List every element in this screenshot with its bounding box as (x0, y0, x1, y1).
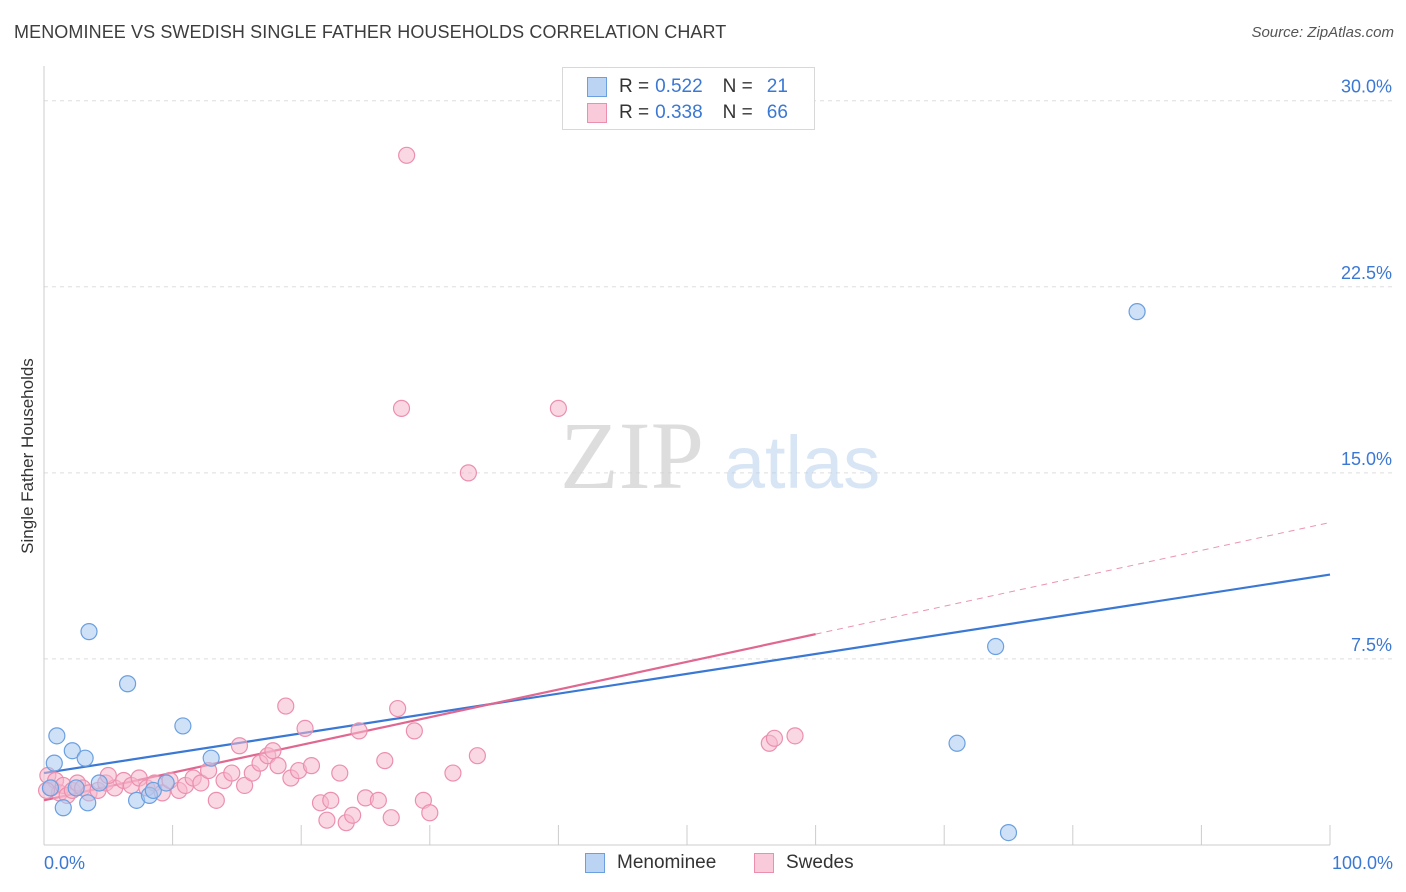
watermark-zip: ZIP (560, 402, 704, 509)
menominee-point (76, 749, 94, 767)
legend: R = 0.522 N = 21 R = 0.338 N = 66 (562, 67, 815, 130)
legend-r-label: R = (619, 102, 650, 123)
tick-labels: 7.5% 15.0% 22.5% 30.0% 0.0% 100.0% (44, 77, 1393, 873)
legend-row-swedes: R = 0.338 N = 66 (587, 101, 788, 125)
menominee-point (144, 781, 162, 800)
swedes-point (421, 804, 439, 822)
bottom-legend-menominee: Menominee (585, 852, 716, 874)
swedes-legend-label: Swedes (786, 852, 854, 873)
menominee-point (90, 774, 108, 792)
swedes-point (398, 146, 416, 164)
swedes-point (405, 722, 423, 740)
legend-n-label: N = (722, 76, 753, 97)
menominee-swatch (587, 77, 607, 97)
swedes-point (331, 764, 349, 782)
grid-lines (44, 100, 1392, 660)
menominee-point (174, 717, 192, 735)
swedes-swatch (754, 853, 774, 873)
legend-n-value: 21 (766, 76, 788, 97)
menominee-swatch (585, 853, 605, 873)
swedes-point (344, 806, 362, 824)
menominee-point (999, 823, 1018, 842)
swedes-swatch (587, 103, 607, 123)
data-points (37, 146, 1146, 842)
menominee-point (118, 675, 137, 693)
y-tick-label: 7.5% (1351, 635, 1392, 655)
swedes-point (786, 727, 804, 745)
swedes-point (236, 776, 254, 795)
trend-lines (43, 521, 1331, 802)
menominee-point (157, 774, 175, 792)
swedes-point (277, 697, 295, 715)
x-tick-label: 0.0% (44, 853, 85, 873)
legend-r-value: 0.522 (655, 76, 703, 97)
swedes-point (382, 809, 400, 827)
swedes-point (389, 699, 407, 718)
legend-n-value: 66 (766, 102, 788, 123)
legend-row-menominee: R = 0.522 N = 21 (587, 75, 788, 99)
swedes-point (318, 811, 336, 829)
legend-r-value: 0.338 (655, 102, 703, 123)
y-axis-title: Single Father Households (18, 358, 37, 554)
swedes-point (230, 737, 249, 755)
swedes-point (369, 791, 387, 809)
swedes-point (207, 791, 225, 809)
legend-n-label: N = (722, 102, 753, 123)
swedes-point (376, 752, 394, 770)
swedes-point (296, 719, 314, 737)
swedes-point (350, 722, 368, 740)
menominee-point (45, 754, 63, 772)
swedes-point (264, 742, 282, 760)
bottom-legend-swedes: Swedes (754, 852, 854, 874)
menominee-point (63, 742, 81, 760)
swedes-point (765, 729, 784, 747)
swedes-point (392, 399, 411, 417)
watermark: ZIP atlas (560, 402, 880, 509)
swedes-point (302, 757, 321, 775)
swedes-point (223, 764, 241, 782)
menominee-legend-label: Menominee (617, 852, 717, 873)
menominee-point (1128, 303, 1146, 321)
menominee-point (67, 779, 85, 797)
x-tick-label: 100.0% (1332, 853, 1393, 873)
legend-r-label: R = (619, 76, 650, 97)
watermark-atlas: atlas (724, 421, 880, 504)
swedes-point (322, 791, 340, 809)
swedes-point (459, 464, 477, 482)
menominee-point (948, 734, 966, 752)
menominee-point (80, 623, 98, 641)
swedes-point (444, 764, 462, 782)
swedes-point (269, 757, 287, 775)
y-tick-label: 22.5% (1341, 263, 1392, 283)
menominee-point (987, 637, 1005, 656)
swedes-point (192, 774, 210, 792)
y-tick-label: 15.0% (1341, 449, 1392, 469)
menominee-point (79, 794, 97, 812)
menominee-trend-line (43, 573, 1331, 775)
axes (43, 66, 1331, 846)
menominee-point (41, 779, 60, 797)
swedes-point (468, 747, 486, 765)
y-tick-label: 30.0% (1341, 77, 1392, 97)
menominee-point (54, 799, 72, 817)
swedes-trend-extension (815, 521, 1331, 635)
menominee-point (48, 727, 66, 745)
source-label: Source: ZipAtlas.com (1251, 24, 1394, 41)
menominee-point (202, 749, 220, 767)
swedes-point (549, 399, 568, 417)
chart-title: MENOMINEE VS SWEDISH SINGLE FATHER HOUSE… (14, 22, 727, 42)
